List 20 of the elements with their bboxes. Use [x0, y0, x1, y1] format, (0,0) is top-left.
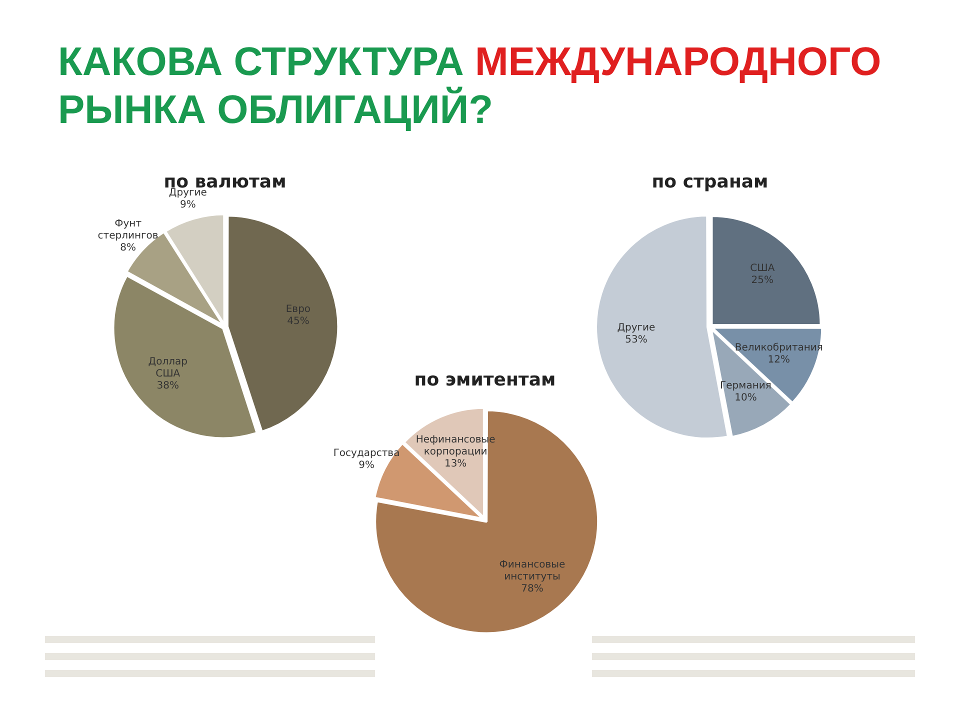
slice-label: США — [750, 262, 775, 274]
slice-label: Финансовые институты — [499, 560, 566, 583]
data-label: 12% — [768, 354, 790, 366]
slice-label: Евро — [286, 304, 311, 315]
data-label: 10% — [734, 392, 757, 404]
data-label: 8% — [120, 242, 136, 254]
slice-label: Доллар США — [148, 356, 188, 380]
slice-label: Другие — [617, 322, 656, 334]
data-label: 9% — [358, 460, 374, 472]
slice-label: Фунт стерлингов — [98, 218, 158, 242]
data-label: 53% — [625, 334, 648, 346]
data-label: 45% — [287, 316, 310, 327]
chart-subtitle: по странам — [652, 171, 768, 192]
data-label: 78% — [521, 584, 544, 595]
data-label: 13% — [444, 458, 467, 470]
data-label: 38% — [156, 380, 180, 392]
chart-subtitle: по эмитентам — [414, 369, 556, 390]
chart-title: КАКОВА СТРУКТУРА МЕЖДУНАРОДНОГО РЫНКА ОБЛИГАЦИЙ? — [58, 40, 882, 132]
data-label: 9% — [180, 200, 196, 211]
data-label: 25% — [751, 274, 774, 286]
